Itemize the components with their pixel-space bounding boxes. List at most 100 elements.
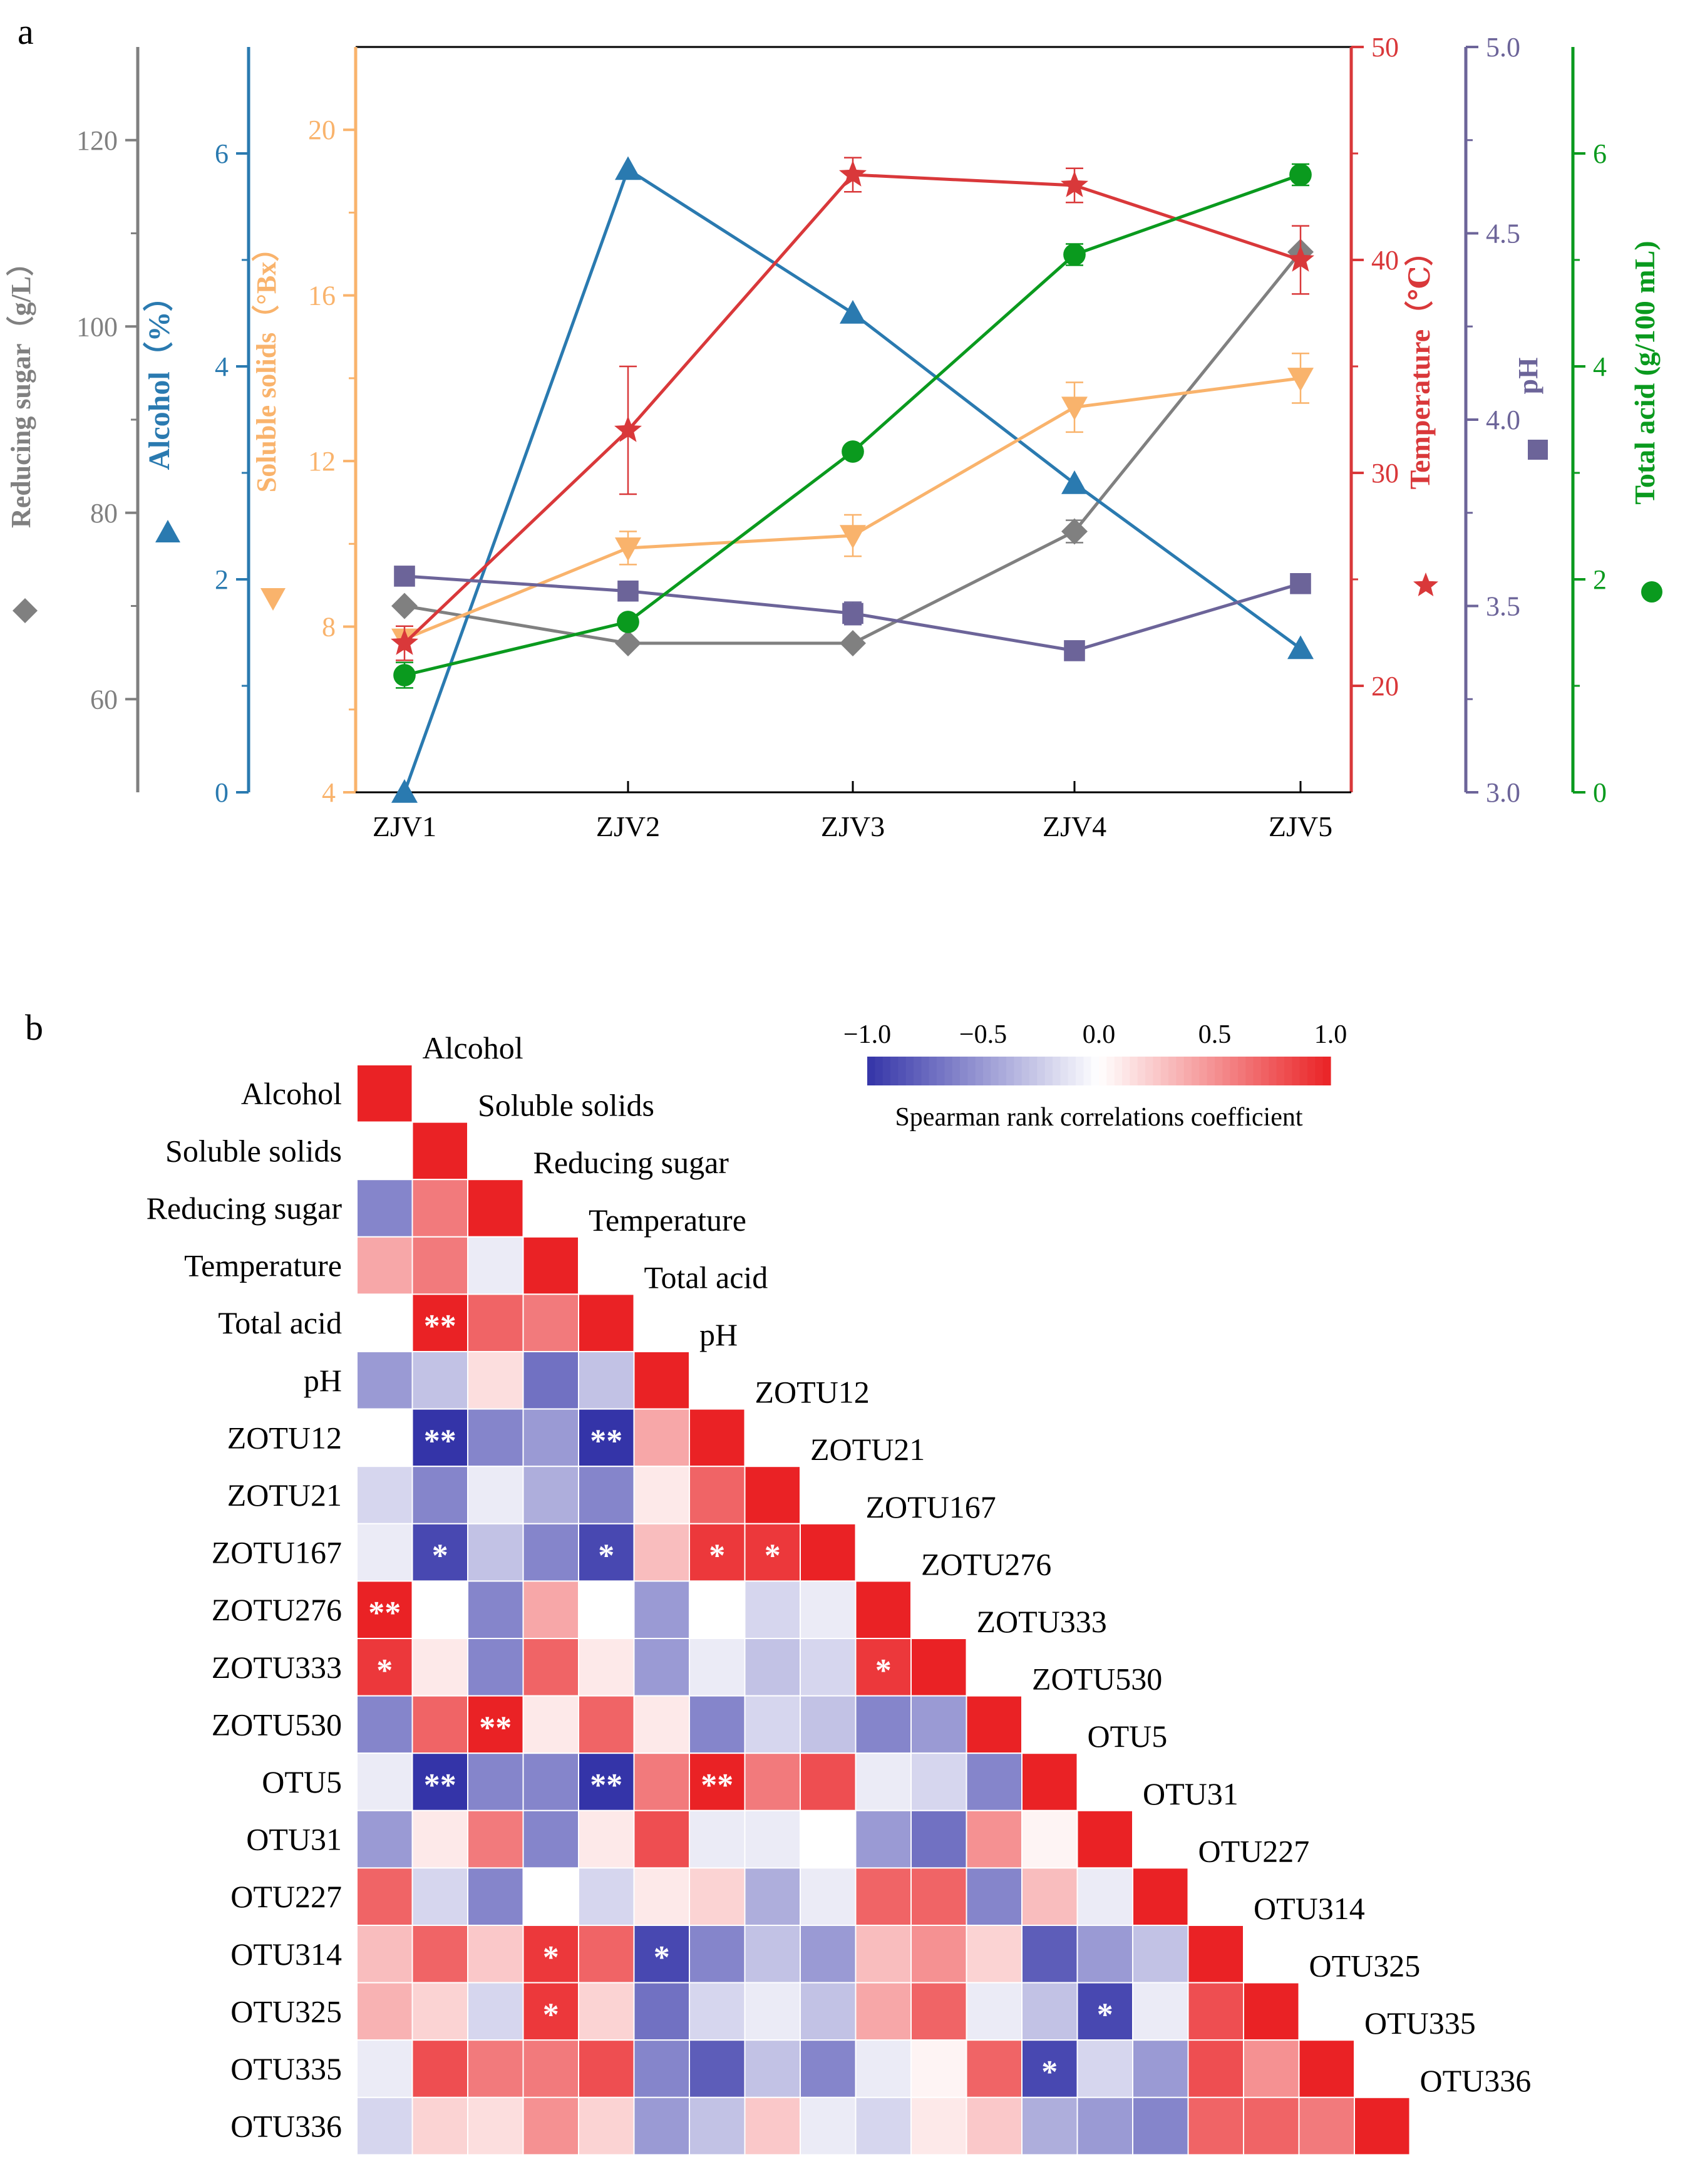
colorbar-swatch bbox=[1199, 1057, 1208, 1085]
diagonal-label: Soluble solids bbox=[478, 1088, 654, 1123]
heatmap-cell bbox=[1132, 1925, 1189, 1984]
ph-axis-tick-label: 3.0 bbox=[1486, 777, 1520, 808]
temp-axis-tick-label: 50 bbox=[1371, 32, 1399, 63]
heatmap-cell bbox=[467, 1351, 524, 1410]
colorbar-swatch bbox=[1230, 1057, 1239, 1085]
heatmap-cell bbox=[855, 1925, 912, 1984]
heatmap-cell bbox=[356, 1809, 413, 1869]
row-label: Total acid bbox=[218, 1305, 342, 1340]
heatmap-cell bbox=[467, 1293, 524, 1352]
heatmap-cell bbox=[1243, 1982, 1300, 2041]
heatmap-cell bbox=[910, 1925, 967, 1984]
heatmap-cell bbox=[966, 2096, 1023, 2156]
heatmap-cell bbox=[855, 1638, 912, 1697]
solids-axis-tick-label: 20 bbox=[308, 115, 336, 145]
solids-axis-tick-label: 8 bbox=[322, 612, 336, 643]
ph-series bbox=[394, 566, 1311, 661]
significance-mark: * bbox=[543, 1940, 559, 1975]
colorbar-swatch bbox=[914, 1057, 922, 1085]
heatmap-cell bbox=[522, 1351, 579, 1410]
colorbar-label: Spearman rank correlations coefficient bbox=[895, 1103, 1302, 1132]
heatmap-cell bbox=[467, 1638, 524, 1697]
heatmap-cell bbox=[578, 1867, 635, 1926]
heatmap-cell bbox=[744, 1982, 801, 2041]
colorbar-swatch bbox=[1261, 1057, 1269, 1085]
heatmap-cell bbox=[467, 1982, 524, 2041]
row-label: Alcohol bbox=[241, 1076, 342, 1111]
alcohol-data-point bbox=[840, 300, 866, 324]
heatmap-cell bbox=[633, 1982, 690, 2041]
alcohol-axis-tick-label: 6 bbox=[215, 138, 229, 169]
heatmap-cell bbox=[356, 1351, 413, 1410]
heatmap-cell bbox=[356, 1752, 413, 1811]
heatmap-cell bbox=[689, 2039, 746, 2098]
heatmap-cell bbox=[356, 1293, 413, 1352]
significance-mark: ** bbox=[424, 1423, 456, 1459]
heatmap-cell bbox=[467, 1236, 524, 1295]
heatmap-cell bbox=[744, 1638, 801, 1697]
sugar-data-point bbox=[840, 630, 866, 656]
heatmap-cell bbox=[966, 1867, 1023, 1926]
heatmap-cell bbox=[633, 1809, 690, 1869]
significance-mark: ** bbox=[424, 1308, 456, 1344]
colorbar-swatch bbox=[1014, 1057, 1023, 1085]
significance-mark: * bbox=[432, 1538, 448, 1574]
diagonal-label: OTU336 bbox=[1420, 2063, 1532, 2098]
colorbar-swatch bbox=[967, 1057, 976, 1085]
heatmap-cell bbox=[578, 1925, 635, 1984]
heatmap-cell bbox=[689, 1466, 746, 1524]
heatmap-cell bbox=[1187, 2039, 1244, 2098]
heatmap-cell bbox=[1187, 1925, 1244, 1984]
colorbar-swatch bbox=[1137, 1057, 1146, 1085]
heatmap-cell bbox=[800, 1925, 857, 1984]
row-label: OTU325 bbox=[230, 1994, 342, 2029]
colorbar-swatch bbox=[1130, 1057, 1138, 1085]
heatmap-cell bbox=[522, 1293, 579, 1352]
heatmap-cell bbox=[356, 1523, 413, 1582]
heatmap-cell bbox=[356, 1867, 413, 1926]
colorbar-swatch bbox=[1060, 1057, 1069, 1085]
solids-legend-marker bbox=[260, 588, 286, 611]
solids-axis-tick-label: 16 bbox=[308, 281, 336, 311]
temp-legend-marker bbox=[1413, 572, 1438, 596]
ph-axis-title: pH bbox=[1513, 358, 1543, 395]
colorbar-swatch bbox=[1299, 1057, 1308, 1085]
heatmap-cell bbox=[356, 1925, 413, 1984]
heatmap-cell bbox=[910, 1809, 967, 1869]
x-tick-label: ZJV4 bbox=[1043, 810, 1106, 842]
alcohol-axis-tick-label: 2 bbox=[215, 564, 229, 595]
diagonal-label: Temperature bbox=[589, 1203, 746, 1238]
diagonal-label: OTU335 bbox=[1364, 2005, 1476, 2041]
acid-legend-marker bbox=[1641, 581, 1662, 603]
acid-data-point bbox=[1063, 243, 1086, 266]
heatmap-cell bbox=[633, 1752, 690, 1811]
heatmap-cell bbox=[467, 1408, 524, 1467]
heatmap-cell bbox=[689, 1695, 746, 1754]
temp-data-point bbox=[1287, 245, 1314, 272]
heatmap-cell bbox=[356, 1638, 413, 1697]
heatmap-cell bbox=[855, 1809, 912, 1869]
heatmap-cell bbox=[578, 1580, 635, 1639]
colorbar-swatch bbox=[991, 1057, 999, 1085]
heatmap-cell bbox=[855, 1695, 912, 1754]
acid-data-point bbox=[1289, 163, 1312, 186]
significance-mark: * bbox=[598, 1538, 614, 1574]
colorbar-swatch bbox=[1076, 1057, 1084, 1085]
colorbar-swatch bbox=[882, 1057, 891, 1085]
colorbar-swatch bbox=[998, 1057, 1007, 1085]
heatmap-cell bbox=[522, 1752, 579, 1811]
heatmap-cell bbox=[356, 1064, 413, 1123]
ph-data-point bbox=[617, 580, 639, 602]
colorbar-swatch bbox=[1176, 1057, 1185, 1085]
heatmap-cell bbox=[633, 1351, 690, 1410]
heatmap-cell bbox=[578, 1293, 635, 1352]
heatmap-cell bbox=[800, 1638, 857, 1697]
heatmap-cell bbox=[356, 1121, 413, 1181]
heatmap-cell bbox=[910, 1752, 967, 1811]
heatmap-cell bbox=[578, 1752, 635, 1811]
heatmap-cell bbox=[633, 1925, 690, 1984]
x-tick-label: ZJV2 bbox=[596, 810, 660, 842]
ph-axis-tick-label: 4.0 bbox=[1486, 405, 1520, 435]
